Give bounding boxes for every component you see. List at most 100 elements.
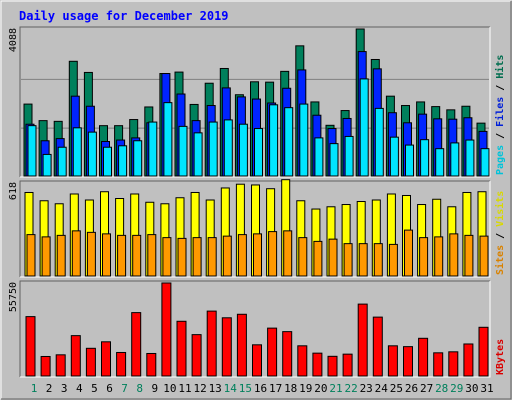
bar-sites-day-23 [358,243,368,277]
series-sites [26,229,489,277]
day-label-8: 8 [136,382,143,395]
panel-bevel-light [20,281,491,378]
day-label-16: 16 [254,382,267,395]
bar-kbytes-day-6 [101,341,111,377]
bar-pages-day-12 [193,132,203,177]
bar-kbytes-day-7 [116,351,127,377]
bar-kbytes-day-20 [312,352,323,377]
bar-kbytes-day-10 [161,282,172,377]
bar-pages-day-18 [284,107,294,177]
panel-max-label: 618 [8,182,19,200]
bar-sites-day-10 [162,237,172,277]
bar-kbytes-day-31 [478,326,489,377]
day-label-10: 10 [163,382,176,395]
day-label-6: 6 [106,382,113,395]
panel-bevel-dark [19,280,490,377]
bar-pages-day-28 [435,148,445,177]
bar-sites-day-5 [86,231,96,277]
day-label-12: 12 [193,382,206,395]
day-label-27: 27 [420,382,433,395]
day-label-31: 31 [480,382,493,395]
legend-separator: / [495,79,506,97]
day-label-22: 22 [344,382,357,395]
day-label-21: 21 [329,382,342,395]
series-pages [27,78,490,177]
bar-pages-day-24 [374,107,384,177]
bar-kbytes-day-25 [387,345,398,377]
bar-sites-day-9 [147,234,157,277]
bar-pages-day-22 [344,135,354,177]
bar-kbytes-day-17 [267,327,278,377]
bar-pages-day-6 [103,146,112,177]
day-label-11: 11 [178,382,191,395]
bar-kbytes-day-13 [206,310,217,377]
bar-sites-day-16 [253,233,262,277]
day-label-17: 17 [269,382,282,395]
panel-bevel-light [20,181,491,278]
bar-kbytes-day-8 [131,312,142,377]
bar-pages-day-5 [87,131,97,177]
day-label-5: 5 [91,382,98,395]
bar-kbytes-day-27 [418,337,429,377]
legend-kbytes: KBytes [495,339,506,375]
day-label-23: 23 [360,382,373,395]
bar-pages-day-1 [27,125,37,177]
legend-visits: Visits [494,191,506,227]
bar-kbytes-day-22 [342,353,353,377]
bar-kbytes-day-3 [55,354,66,377]
bar-sites-day-21 [328,238,338,277]
panel-bevel-dark [19,180,490,277]
bar-pages-day-10 [163,102,173,177]
day-label-18: 18 [284,382,297,395]
bar-kbytes-day-2 [40,355,51,377]
panel-visits-sites: 618 Sites / Visits [8,179,506,278]
bar-sites-day-2 [41,236,51,277]
bar-pages-day-4 [72,127,82,177]
bar-pages-day-21 [329,143,339,177]
bar-sites-day-18 [283,230,293,277]
bar-pages-day-2 [42,153,52,177]
day-label-24: 24 [375,382,389,395]
bar-sites-day-1 [26,234,36,277]
day-label-28: 28 [435,382,448,395]
panel-max-label: 55750 [8,282,19,312]
bar-sites-day-26 [404,229,413,277]
bar-sites-day-11 [177,237,187,277]
bar-pages-day-25 [389,136,399,177]
bar-kbytes-day-9 [146,352,157,377]
bar-sites-day-15 [237,234,247,277]
bar-kbytes-day-28 [433,352,444,377]
legend-hits: Hits [494,55,506,79]
day-label-4: 4 [76,382,83,395]
bar-pages-day-31 [480,148,490,177]
legend-files: Files [494,97,506,127]
bar-kbytes-day-14 [221,317,232,377]
bar-pages-day-16 [254,128,263,177]
bar-kbytes-day-24 [372,316,383,377]
bar-sites-day-20 [313,240,323,277]
panel-legend: Sites / Visits [494,191,506,275]
bar-sites-day-3 [56,234,66,277]
panel-bevel-dark [19,26,490,177]
bar-kbytes-day-12 [191,334,202,377]
bar-pages-day-19 [299,103,309,177]
bar-pages-day-9 [148,121,158,177]
bar-sites-day-31 [479,235,489,277]
bar-sites-day-27 [419,237,429,277]
bar-sites-day-30 [464,234,474,277]
bar-sites-day-28 [434,236,444,277]
bar-pages-day-8 [133,140,143,177]
panel-kbytes: 55750 KBytes [8,280,506,378]
chart-title: Daily usage for December 2019 [19,9,229,23]
bar-kbytes-day-30 [463,343,474,377]
bar-sites-day-13 [207,237,217,277]
panel-max-label: 4088 [8,28,19,52]
day-label-1: 1 [31,382,38,395]
bar-pages-day-20 [314,137,324,177]
day-label-30: 30 [465,382,478,395]
bar-kbytes-day-4 [70,335,81,377]
bar-pages-day-17 [269,104,279,177]
legend-separator: / [495,127,506,145]
legend-pages: Pages [495,145,506,175]
